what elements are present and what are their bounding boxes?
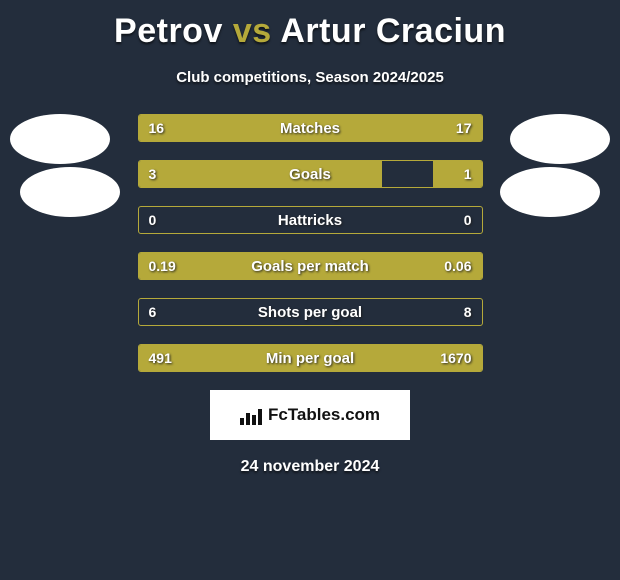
stat-value-left: 6 [139,299,167,325]
stat-value-right: 1670 [430,345,481,371]
branding-text: FcTables.com [268,405,380,425]
branding-icon [240,405,268,425]
stat-value-right: 1 [454,161,482,187]
player1-avatar-placeholder-bottom [20,167,120,217]
stat-value-left: 491 [139,345,182,371]
stat-row: 31Goals [138,160,483,188]
stat-value-left: 0.19 [139,253,186,279]
stat-fill-left [139,161,383,187]
stat-row: 4911670Min per goal [138,344,483,372]
subtitle: Club competitions, Season 2024/2025 [0,69,620,86]
stat-value-right: 0 [454,207,482,233]
stat-value-right: 8 [454,299,482,325]
branding-badge: FcTables.com [210,390,410,440]
stat-value-right: 0.06 [434,253,481,279]
stat-rows: 1617Matches31Goals00Hattricks0.190.06Goa… [138,114,483,372]
stat-label: Hattricks [139,207,482,233]
player1-avatar-placeholder-top [10,114,110,164]
date-label: 24 november 2024 [0,458,620,476]
title-player2: Artur Craciun [280,12,506,50]
stat-row: 0.190.06Goals per match [138,252,483,280]
stat-value-left: 0 [139,207,167,233]
stat-value-left: 3 [139,161,167,187]
comparison-board: 1617Matches31Goals00Hattricks0.190.06Goa… [0,114,620,372]
stat-value-right: 17 [446,115,482,141]
stat-row: 1617Matches [138,114,483,142]
stat-row: 6 8Shots per goal [138,298,483,326]
stat-fill-left [139,115,482,141]
stat-value-left: 16 [139,115,175,141]
title-player1: Petrov [114,12,223,50]
player2-avatar-placeholder-top [510,114,610,164]
player2-avatar-placeholder-bottom [500,167,600,217]
stat-row: 0 0Hattricks [138,206,483,234]
stat-label: Shots per goal [139,299,482,325]
page-title: Petrov vs Artur Craciun [0,0,620,51]
stat-fill-left [139,253,482,279]
title-vs: vs [233,12,272,50]
